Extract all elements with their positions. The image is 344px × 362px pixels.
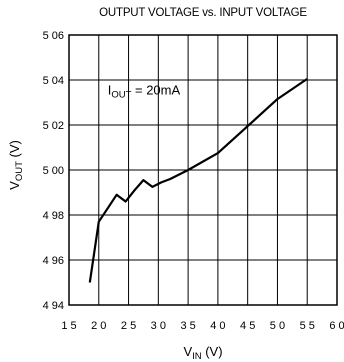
y-tick-label: 5 04 <box>43 75 64 87</box>
x-tick-label: 6 0 <box>329 320 344 332</box>
y-tick-label: 5 02 <box>43 120 64 132</box>
x-tick-label: 2 0 <box>91 320 106 332</box>
y-axis-label: VOUT (V) <box>7 140 25 190</box>
y-axis-label-suffix: (V) <box>7 140 22 161</box>
x-tick-label: 3 0 <box>151 320 166 332</box>
y-tick-label: 4 96 <box>43 255 64 267</box>
x-tick-label: 4 5 <box>240 320 255 332</box>
y-tick-label: 4 98 <box>43 210 64 222</box>
grid <box>68 34 338 306</box>
annotation-suffix: = 20mA <box>131 83 180 98</box>
y-axis-label-main: V <box>7 181 22 190</box>
x-axis-label-suffix: (V) <box>202 344 223 359</box>
annotation-sub: OUT <box>111 90 131 101</box>
x-axis-label-main: V <box>183 344 192 359</box>
x-tick-label: 2 5 <box>121 320 136 332</box>
x-tick-label: 4 0 <box>210 320 225 332</box>
y-axis-label-sub: OUT <box>14 161 25 181</box>
annotation-main: I <box>108 83 112 98</box>
x-tick-label: 1 5 <box>61 320 76 332</box>
x-axis-label: VIN (V) <box>183 344 222 362</box>
chart-title: OUTPUT VOLTAGE vs. INPUT VOLTAGE <box>99 7 307 19</box>
annotation-iout: IOUT = 20mA <box>108 83 181 101</box>
y-tick-label: 5 00 <box>43 165 64 177</box>
series <box>88 77 308 283</box>
x-tick-label: 3 5 <box>180 320 195 332</box>
x-axis-label-sub: IN <box>192 351 202 362</box>
tick-labels: 1 5 2 0 2 5 3 0 3 5 4 0 4 5 5 0 5 5 6 0 4 94 4 96 4 … <box>43 30 344 332</box>
x-tick-label: 5 0 <box>270 320 285 332</box>
y-tick-label: 4 94 <box>43 300 64 312</box>
series-line <box>88 77 308 283</box>
y-tick-label: 5 06 <box>43 30 64 42</box>
plot-frame <box>68 34 338 306</box>
x-tick-label: 5 5 <box>300 320 315 332</box>
